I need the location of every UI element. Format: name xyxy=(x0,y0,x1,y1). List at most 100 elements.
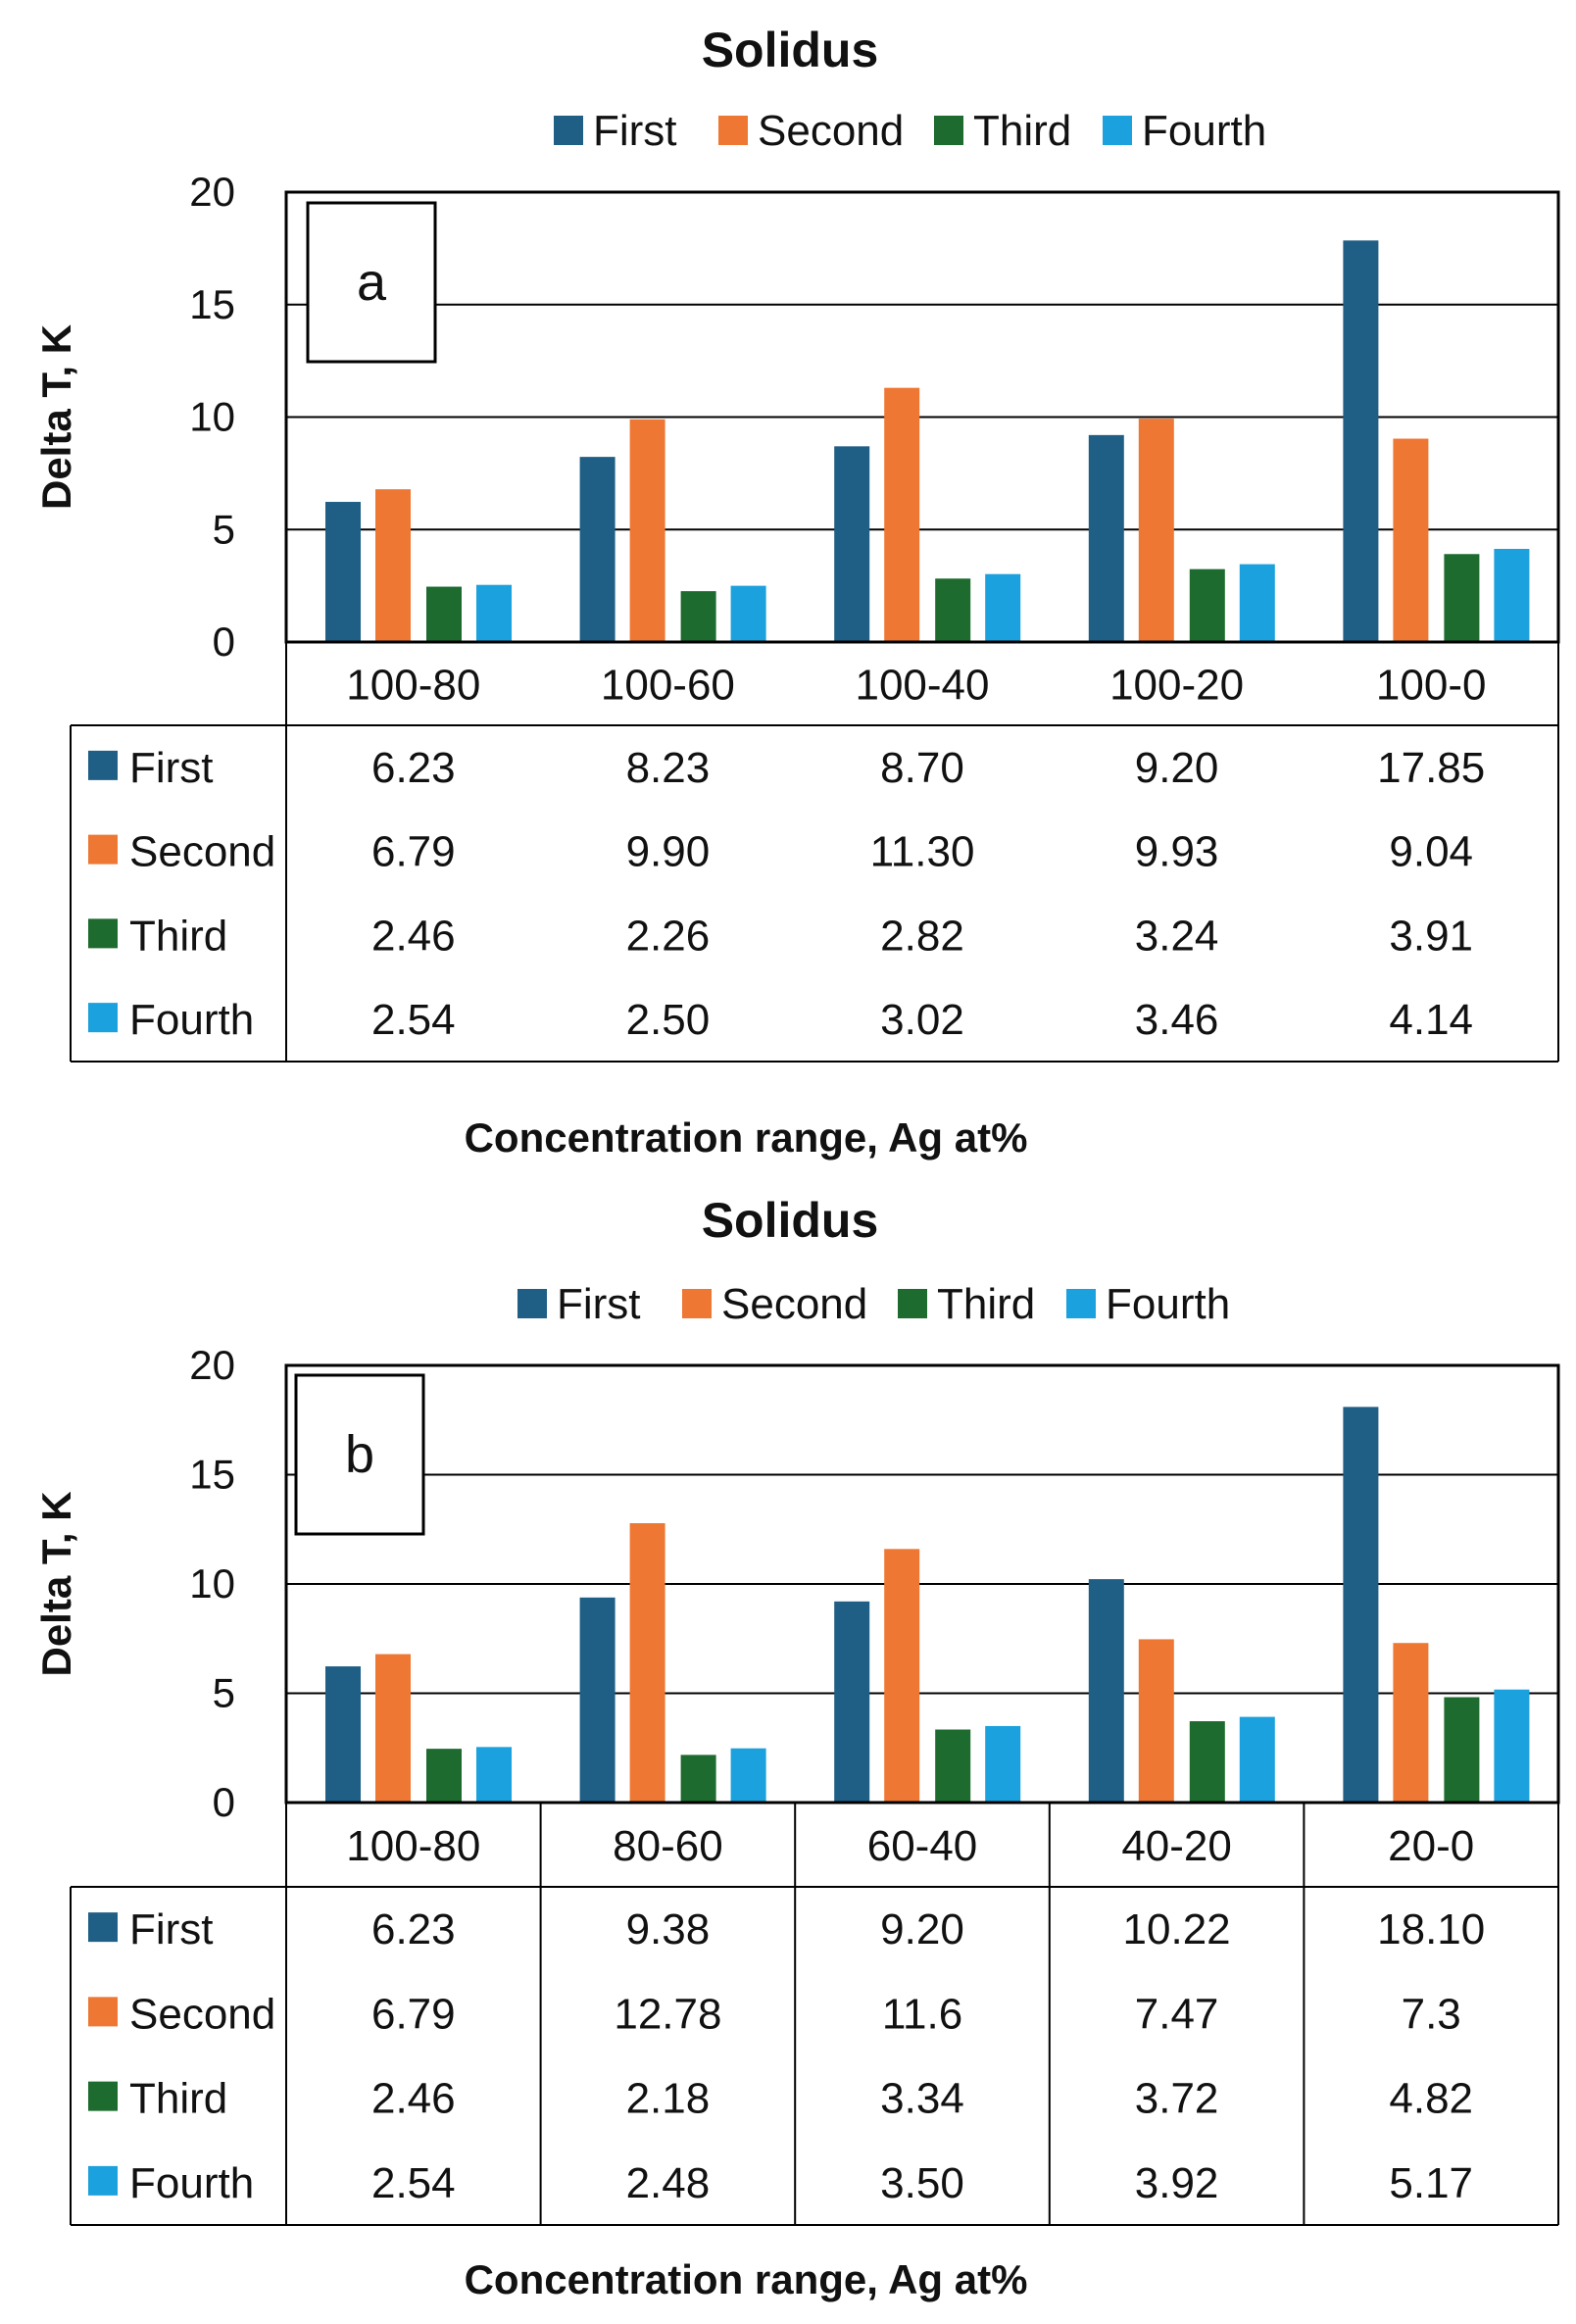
bar-third-100-80 xyxy=(426,586,462,642)
data-label-first: 8.70 xyxy=(880,744,964,792)
data-label-second: 9.90 xyxy=(626,828,711,876)
bar-fourth-100-0 xyxy=(1494,548,1530,642)
data-label-third: 2.46 xyxy=(371,912,456,960)
bar-first-20-0 xyxy=(1343,1407,1379,1803)
bar-first-80-60 xyxy=(579,1597,616,1803)
bar-second-60-40 xyxy=(884,1549,920,1803)
bar-second-100-80 xyxy=(375,1654,411,1803)
bar-second-100-0 xyxy=(1393,438,1429,642)
bar-first-100-20 xyxy=(1088,434,1124,642)
table-row-label-fourth: Fourth xyxy=(129,996,254,1044)
data-label-second: 7.47 xyxy=(1135,1990,1219,2038)
table-row-label-second: Second xyxy=(129,1990,275,2038)
data-label-fourth: 5.17 xyxy=(1389,2159,1473,2207)
y-tick-label: 10 xyxy=(189,1560,235,1607)
category-label: 60-40 xyxy=(867,1822,978,1870)
bar-first-100-40 xyxy=(834,446,870,642)
x-axis-label: Concentration range, Ag at% xyxy=(465,2256,1028,2302)
legend-label-third: Third xyxy=(937,1280,1035,1328)
data-label-first: 9.20 xyxy=(880,1905,964,1953)
data-label-fourth: 3.02 xyxy=(880,996,964,1044)
table-row-label-third: Third xyxy=(129,912,227,960)
category-label: 100-20 xyxy=(1109,662,1244,710)
bar-fourth-20-0 xyxy=(1494,1689,1530,1803)
bar-first-40-20 xyxy=(1088,1579,1124,1803)
bar-third-100-0 xyxy=(1444,554,1480,642)
bar-second-100-40 xyxy=(884,387,920,642)
table-swatch-third xyxy=(88,918,118,949)
x-axis-label: Concentration range, Ag at% xyxy=(465,1114,1028,1161)
data-label-second: 6.79 xyxy=(371,828,456,876)
y-tick-label: 0 xyxy=(213,618,235,665)
category-label: 100-80 xyxy=(346,662,480,710)
table-swatch-fourth xyxy=(88,2165,118,2196)
bar-second-100-80 xyxy=(375,489,411,642)
legend-swatch-first xyxy=(517,1289,547,1318)
legend-swatch-second xyxy=(682,1289,712,1318)
bar-second-80-60 xyxy=(629,1523,665,1803)
bar-second-100-60 xyxy=(629,419,665,642)
data-label-third: 3.34 xyxy=(880,2075,964,2123)
y-tick-label: 15 xyxy=(189,281,235,327)
legend-label-second: Second xyxy=(758,107,904,155)
data-label-second: 9.93 xyxy=(1135,828,1219,876)
y-tick-label: 5 xyxy=(213,506,235,552)
table-row-label-second: Second xyxy=(129,828,275,876)
bar-fourth-60-40 xyxy=(985,1725,1021,1803)
legend-label-fourth: Fourth xyxy=(1142,107,1266,155)
data-label-second: 12.78 xyxy=(614,1990,721,2038)
legend-swatch-first xyxy=(554,116,583,145)
data-label-third: 3.91 xyxy=(1389,912,1473,960)
data-label-fourth: 2.54 xyxy=(371,2159,456,2207)
category-label: 40-20 xyxy=(1121,1822,1232,1870)
bar-second-100-20 xyxy=(1138,419,1174,642)
data-label-fourth: 3.46 xyxy=(1135,996,1219,1044)
data-label-third: 4.82 xyxy=(1389,2075,1473,2123)
panel-label: a xyxy=(357,253,387,312)
table-swatch-first xyxy=(88,1912,118,1943)
data-label-first: 10.22 xyxy=(1123,1905,1231,1953)
y-tick-label: 0 xyxy=(213,1779,235,1825)
category-label: 100-80 xyxy=(346,1822,480,1870)
bar-third-100-60 xyxy=(680,591,716,642)
bar-fourth-100-40 xyxy=(985,573,1021,642)
bar-first-100-80 xyxy=(325,502,361,642)
data-label-third: 3.72 xyxy=(1135,2075,1219,2123)
y-tick-label: 10 xyxy=(189,394,235,440)
category-label: 100-60 xyxy=(601,662,735,710)
panel-label-box xyxy=(306,201,437,364)
bar-first-60-40 xyxy=(834,1601,870,1803)
chart-panel-b: Solidus First Second Third Fourth 0 5 10 15 20 b De… xyxy=(33,1193,1560,2302)
legend-label-fourth: Fourth xyxy=(1106,1280,1230,1328)
table-row-label-fourth: Fourth xyxy=(129,2159,254,2207)
legend-label-first: First xyxy=(593,107,677,155)
bar-third-100-40 xyxy=(935,578,971,642)
chart-title: Solidus xyxy=(702,1193,879,1248)
table-row-label-third: Third xyxy=(129,2075,227,2123)
bar-fourth-100-20 xyxy=(1239,564,1275,642)
y-tick-label: 5 xyxy=(213,1670,235,1716)
legend-swatch-second xyxy=(718,116,748,145)
data-label-second: 6.79 xyxy=(371,1990,456,2038)
data-label-fourth: 2.50 xyxy=(626,996,711,1044)
bar-second-40-20 xyxy=(1138,1639,1174,1803)
data-label-second: 11.6 xyxy=(882,1990,962,2038)
bar-third-20-0 xyxy=(1444,1697,1480,1803)
bar-fourth-100-80 xyxy=(476,584,512,642)
table-swatch-first xyxy=(88,750,118,780)
y-axis-label: Delta T, K xyxy=(33,324,79,510)
legend-swatch-fourth xyxy=(1066,1289,1096,1318)
data-label-third: 3.24 xyxy=(1135,912,1219,960)
bar-fourth-100-80 xyxy=(476,1747,512,1803)
data-label-first: 9.20 xyxy=(1135,744,1219,792)
bar-third-100-20 xyxy=(1189,569,1225,642)
legend-swatch-third xyxy=(934,116,963,145)
legend-label-third: Third xyxy=(973,107,1071,155)
table-row-label-first: First xyxy=(129,1905,214,1953)
data-label-first: 18.10 xyxy=(1377,1905,1485,1953)
bar-first-100-80 xyxy=(325,1666,361,1803)
y-tick-label: 15 xyxy=(189,1452,235,1498)
bar-fourth-80-60 xyxy=(730,1748,766,1803)
plot-area-frame xyxy=(284,190,1560,644)
